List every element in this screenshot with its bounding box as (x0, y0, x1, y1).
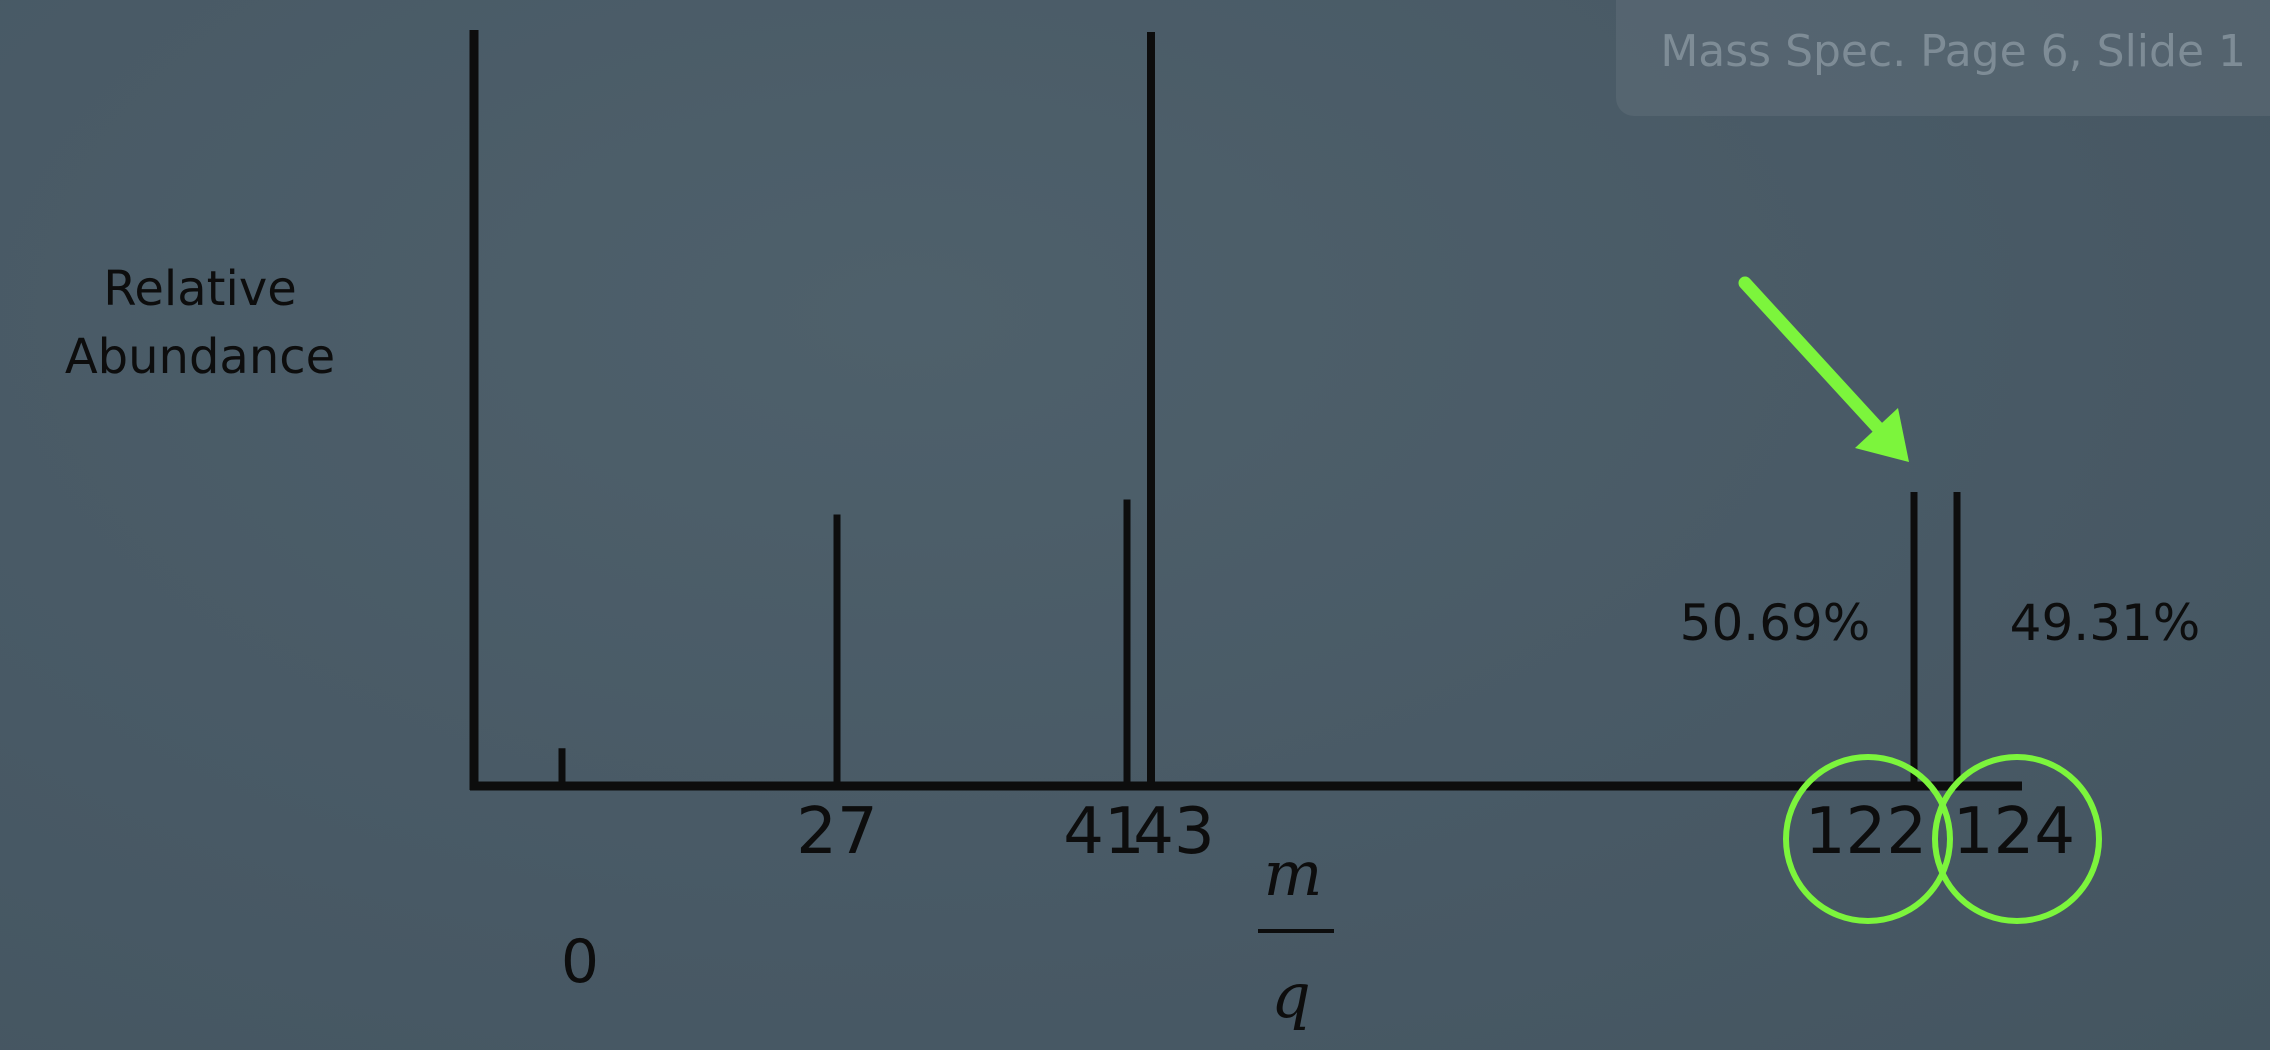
isotope-percentage-124: 49.31% (2010, 594, 2201, 652)
highlight-arrow-head (1855, 408, 1909, 462)
isotope-percentage-group: 50.69% 49.31% (1680, 594, 2201, 652)
slide-label: Mass Spec. Page 6, Slide 1 (1616, 0, 2270, 116)
y-axis-label-line-2: Abundance (65, 329, 335, 385)
peak-label-124: 124 (1953, 795, 2075, 869)
peak-label-122: 122 (1805, 795, 1927, 869)
peak-label-27: 27 (796, 795, 877, 869)
y-axis-label-line-1: Relative (103, 261, 297, 317)
x-axis-label-denominator: q (1271, 959, 1311, 1032)
highlight-circle-124 (1932, 754, 2102, 924)
x-axis-label-numerator: m (1264, 837, 1323, 910)
highlight-circle-122 (1783, 754, 1953, 924)
isotope-percentage-122: 50.69% (1680, 594, 1871, 652)
peak-label-41: 41 (1063, 795, 1144, 869)
peak-group (558, 32, 1961, 786)
highlight-arrow-shaft (1738, 276, 1885, 435)
peak-label-43: 43 (1133, 795, 1214, 869)
x-zero-label: 0 (561, 927, 599, 997)
highlight-annotations (1738, 276, 2102, 924)
